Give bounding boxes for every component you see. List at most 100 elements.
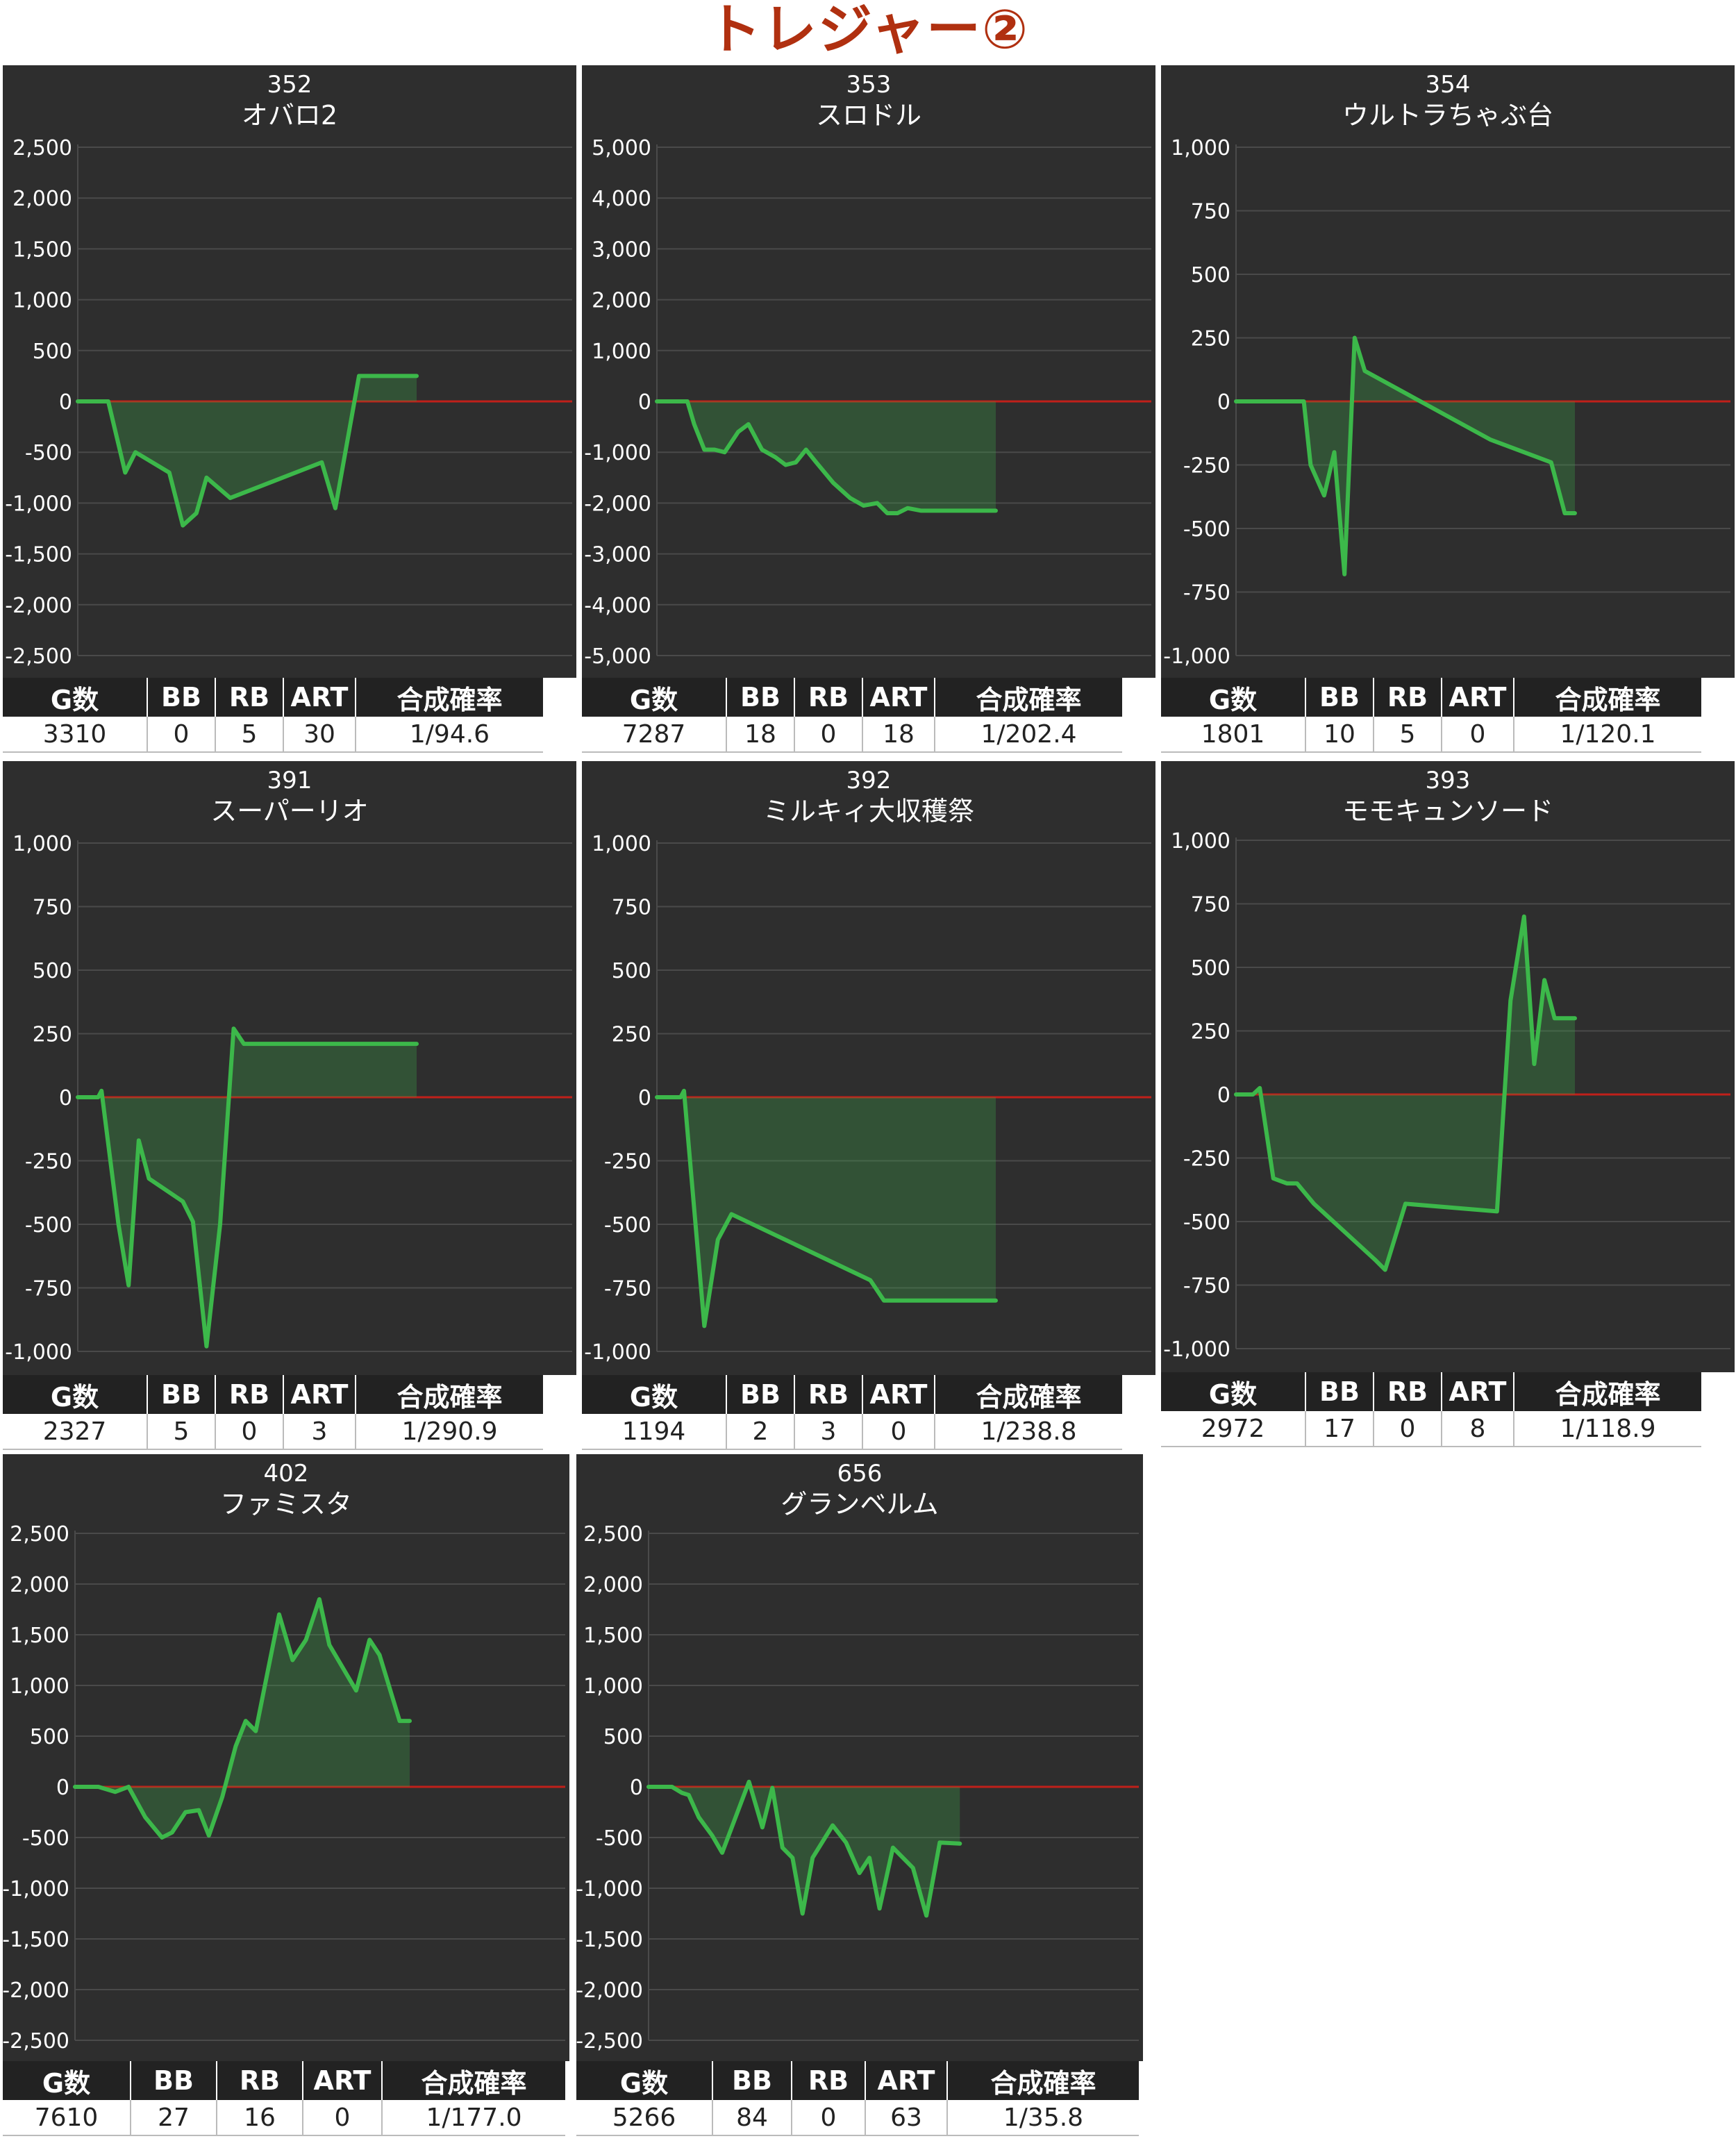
- machine-number: 656: [837, 1460, 883, 1488]
- bb-value: 10: [1305, 717, 1374, 753]
- y-tick-label: 1,500: [12, 238, 72, 262]
- y-tick-label: -1,500: [3, 1928, 69, 1952]
- y-tick-label: -2,000: [584, 492, 651, 516]
- games-header: G数: [1161, 1372, 1306, 1411]
- y-tick-label: -2,500: [3, 2029, 69, 2053]
- y-tick-label: 1,000: [1171, 136, 1230, 160]
- bb-value: 27: [131, 2100, 217, 2136]
- probability-value: 1/290.9: [356, 1414, 543, 1450]
- rb-value: 16: [217, 2100, 303, 2136]
- rb-header: RB: [1374, 1372, 1442, 1411]
- y-tick-label: 0: [56, 1776, 69, 1800]
- stats-table: G数 BB RB ART 合成確率 1194 2 3 0 1/238.8: [582, 1375, 1122, 1450]
- y-tick-label: 2,000: [12, 187, 72, 211]
- y-tick-label: 2,000: [583, 1573, 643, 1597]
- y-tick-label: 250: [1191, 327, 1230, 351]
- series-area: [657, 1090, 996, 1326]
- bb-header: BB: [712, 2061, 792, 2100]
- machine-name: グランベルム: [781, 1489, 939, 1519]
- y-tick-label: -1,500: [5, 543, 72, 567]
- y-tick-label: -1,000: [584, 1340, 651, 1365]
- y-tick-label: 0: [630, 1776, 643, 1800]
- games-value: 7287: [582, 717, 727, 753]
- y-tick-label: 4,000: [592, 187, 651, 211]
- machine-name: スロドル: [815, 100, 921, 131]
- series-line: [76, 374, 419, 528]
- y-tick-label: -1,000: [584, 441, 651, 465]
- art-value: 8: [1442, 1411, 1514, 1447]
- y-tick-label: 5,000: [592, 136, 651, 160]
- y-tick-label: -750: [1183, 581, 1230, 606]
- y-tick-label: -1,000: [3, 1877, 69, 1901]
- y-tick-label: 1,500: [10, 1624, 69, 1648]
- games-header: G数: [3, 2061, 131, 2100]
- y-tick-label: 1,000: [583, 1674, 643, 1699]
- y-tick-label: 500: [612, 959, 651, 983]
- y-tick-label: 1,000: [592, 832, 651, 856]
- bb-value: 2: [726, 1414, 795, 1450]
- bb-value: 84: [712, 2100, 792, 2136]
- series-area: [1236, 338, 1575, 574]
- art-value: 30: [283, 717, 356, 753]
- probability-header: 合成確率: [1514, 678, 1701, 717]
- y-tick-label: -2,000: [576, 1978, 643, 2003]
- chart-svg: 1,000 750 500 250 0 -250 -500 -750 -1,000: [1163, 136, 1730, 669]
- chart-svg: 2,500 2,000 1,500 1,000 500 0 -500 -1,000 -1,500…: [5, 136, 572, 669]
- art-value: 0: [303, 2100, 383, 2136]
- bb-header: BB: [1305, 678, 1374, 717]
- chart-area: 353 スロドル 5,000 4,000 3,000 2,000 1,000 0 -1,000 -…: [582, 65, 1155, 678]
- y-tick-label: 500: [603, 1725, 643, 1749]
- page-title: トレジャー②: [706, 0, 1030, 61]
- rb-header: RB: [1374, 678, 1442, 717]
- games-header: G数: [1161, 678, 1306, 717]
- art-value: 3: [283, 1414, 356, 1450]
- machine-name: スーパーリオ: [210, 796, 369, 826]
- probability-header: 合成確率: [935, 678, 1122, 717]
- y-tick-label: -500: [25, 1213, 72, 1238]
- machine-number: 352: [267, 71, 312, 99]
- y-tick-label: 500: [1191, 263, 1230, 288]
- machine-name: ウルトラちゃぶ台: [1342, 100, 1553, 131]
- probability-header: 合成確率: [947, 2061, 1139, 2100]
- chart-area: 402 ファミスタ 2,500 2,000 1,500 1,000 500 0 -500 -1,0…: [3, 1454, 569, 2061]
- machine-number: 354: [1425, 71, 1471, 99]
- y-tick-label: -250: [604, 1150, 651, 1174]
- chart-svg: 1,000 750 500 250 0 -250 -500 -750 -1,000: [584, 832, 1151, 1365]
- y-tick-label: 500: [33, 959, 72, 983]
- art-header: ART: [1442, 678, 1514, 717]
- y-tick-label: 2,500: [12, 136, 72, 160]
- y-tick-label: -4,000: [584, 594, 651, 618]
- y-tick-label: 1,000: [10, 1674, 69, 1699]
- y-tick-label: -500: [596, 1826, 643, 1851]
- bb-header: BB: [726, 678, 795, 717]
- rb-value: 0: [1374, 1411, 1442, 1447]
- series-line: [655, 399, 998, 515]
- series-area: [657, 401, 996, 513]
- y-tick-label: -1,000: [5, 1340, 72, 1365]
- art-header: ART: [862, 678, 935, 717]
- probability-value: 1/177.0: [382, 2100, 565, 2136]
- chart-svg: 5,000 4,000 3,000 2,000 1,000 0 -1,000 -2,000 -3…: [584, 136, 1151, 669]
- art-value: 63: [865, 2100, 948, 2136]
- y-tick-label: 2,000: [10, 1573, 69, 1597]
- series-line: [655, 1088, 998, 1328]
- y-tick-label: 1,000: [592, 340, 651, 364]
- y-tick-label: 1,000: [12, 832, 72, 856]
- series-line: [646, 1779, 962, 1918]
- y-tick-label: -500: [22, 1826, 69, 1851]
- y-tick-label: 750: [33, 896, 72, 920]
- bb-header: BB: [131, 2061, 217, 2100]
- probability-header: 合成確率: [935, 1375, 1122, 1414]
- games-header: G数: [576, 2061, 713, 2100]
- y-tick-label: 1,000: [1171, 829, 1230, 853]
- y-tick-label: 500: [1191, 956, 1230, 981]
- games-value: 1194: [582, 1414, 727, 1450]
- games-value: 2972: [1161, 1411, 1306, 1447]
- y-tick-label: 0: [59, 390, 72, 415]
- machine-number: 393: [1425, 767, 1471, 794]
- art-value: 18: [862, 717, 935, 753]
- y-tick-label: -1,000: [1163, 1338, 1230, 1362]
- y-tick-label: -1,000: [5, 492, 72, 516]
- y-tick-label: 2,000: [592, 289, 651, 313]
- y-tick-label: -2,000: [3, 1978, 69, 2003]
